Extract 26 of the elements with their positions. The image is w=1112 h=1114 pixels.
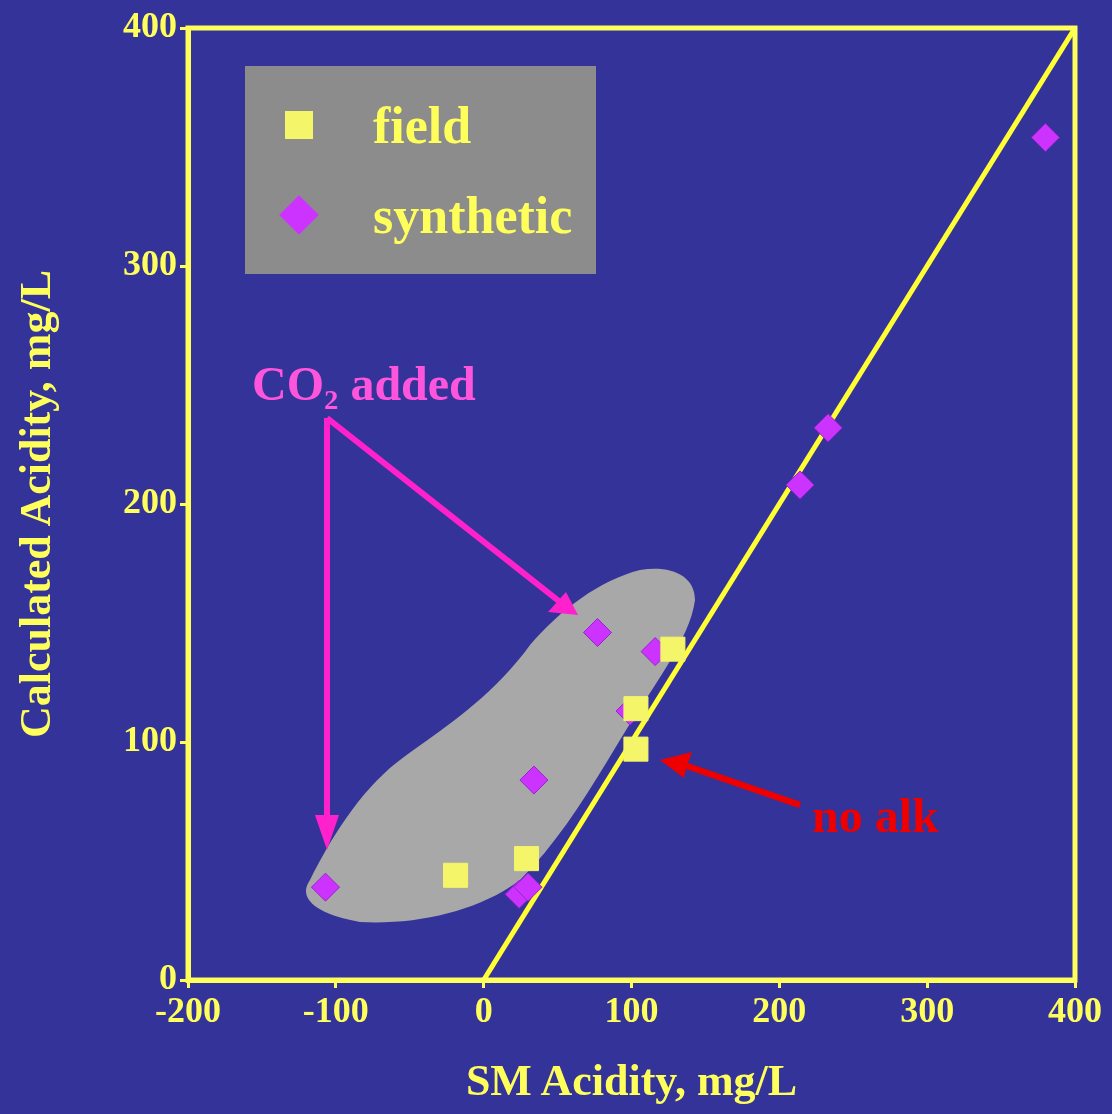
legend-label: synthetic <box>373 185 573 245</box>
x-tick-label: 0 <box>474 989 493 1030</box>
point <box>785 470 815 500</box>
x-tick-label: 200 <box>752 989 807 1030</box>
x-tick-label: 300 <box>900 989 955 1030</box>
point <box>443 862 469 888</box>
y-tick-label: 300 <box>123 243 177 284</box>
point <box>583 618 612 648</box>
x-tick-label: 100 <box>604 989 659 1030</box>
point <box>660 636 686 662</box>
y-tick-label: 100 <box>123 719 177 760</box>
y-tick-label: 200 <box>123 481 177 522</box>
x-axis-title: SM Acidity, mg/L <box>465 1055 798 1105</box>
point <box>623 696 649 722</box>
x-tick-label: 400 <box>1048 989 1102 1030</box>
y-tick-label: 400 <box>123 5 177 46</box>
point <box>813 413 843 443</box>
annotation: no alk <box>812 789 940 842</box>
y-axis-title: Calculated Acidity, mg/L <box>10 269 60 739</box>
point <box>1030 122 1060 152</box>
legend-label: field <box>373 95 472 155</box>
point <box>623 736 649 762</box>
x-tick-label: -100 <box>302 989 369 1030</box>
point <box>310 872 340 902</box>
point <box>513 872 543 902</box>
annotation: CO₂ added <box>252 357 477 410</box>
